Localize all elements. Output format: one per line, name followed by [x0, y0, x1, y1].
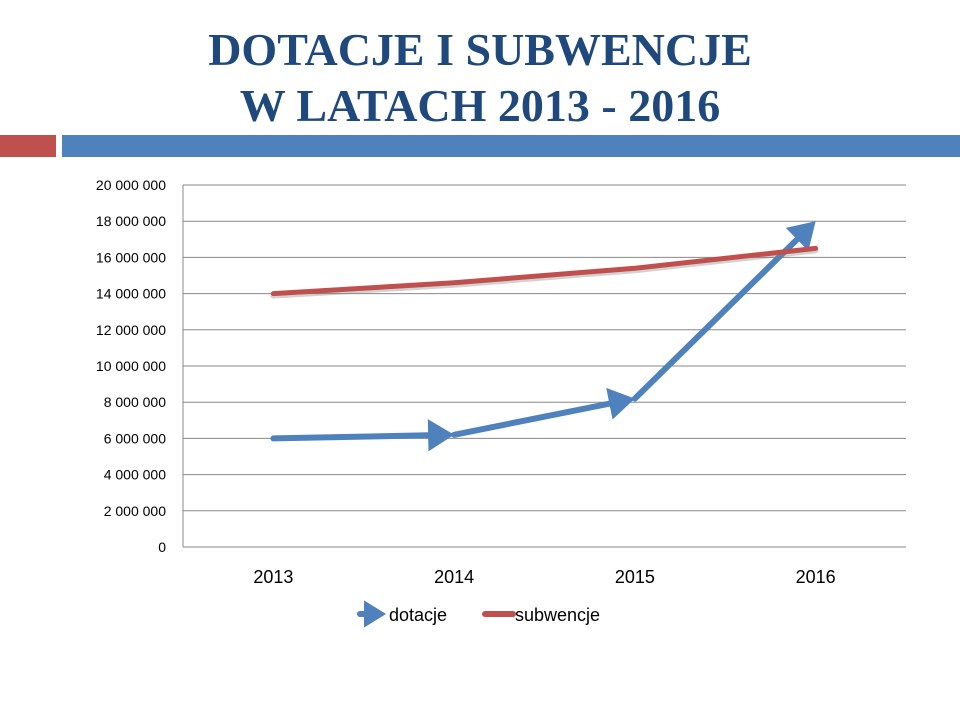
series-lines — [270, 221, 819, 452]
y-tick-label: 18 000 000 — [96, 213, 166, 229]
series-dotacje — [270, 221, 816, 452]
data-point-arrow — [785, 221, 816, 251]
slide-title-line1: DOTACJE I SUBWENCJE — [208, 24, 752, 75]
legend-label-dotacje: dotacje — [389, 605, 447, 625]
accent-bar-red — [0, 135, 56, 157]
y-tick-label: 6 000 000 — [104, 430, 166, 446]
y-tick-label: 8 000 000 — [104, 394, 166, 410]
y-tick-label: 12 000 000 — [96, 322, 166, 338]
y-tick-label: 10 000 000 — [96, 358, 166, 374]
y-tick-label: 2 000 000 — [104, 503, 166, 519]
series-line — [270, 245, 819, 297]
series-segment — [631, 228, 809, 402]
x-tick-label: 2016 — [796, 567, 836, 587]
accent-bar-blue — [62, 135, 960, 157]
data-point-arrow — [427, 419, 455, 452]
legend-arrow-dotacje — [364, 600, 386, 628]
legend-label-subwencje: subwencje — [515, 605, 600, 625]
data-point-arrow — [606, 387, 635, 420]
x-axis-tick-labels: 2013 2014 2015 2016 — [253, 567, 835, 587]
slide-title-line2: W LATACH 2013 - 2016 — [239, 80, 721, 131]
legend: dotacje subwencje — [357, 600, 600, 628]
y-tick-label: 14 000 000 — [96, 286, 166, 302]
slide-title: DOTACJE I SUBWENCJE W LATACH 2013 - 2016 — [0, 22, 960, 134]
x-tick-label: 2015 — [615, 567, 655, 587]
y-axis-tick-labels: 0 2 000 000 4 000 000 6 000 000 8 000 000 10 … — [96, 177, 166, 555]
series-subwencje — [270, 245, 819, 299]
y-tick-label: 4 000 000 — [104, 467, 166, 483]
y-tick-label: 16 000 000 — [96, 249, 166, 265]
y-tick-label: 20 000 000 — [96, 177, 166, 193]
y-tick-label: 0 — [158, 539, 166, 555]
x-tick-label: 2014 — [434, 567, 474, 587]
series-segment — [451, 398, 625, 438]
series-segment — [270, 432, 444, 442]
x-tick-label: 2013 — [253, 567, 293, 587]
